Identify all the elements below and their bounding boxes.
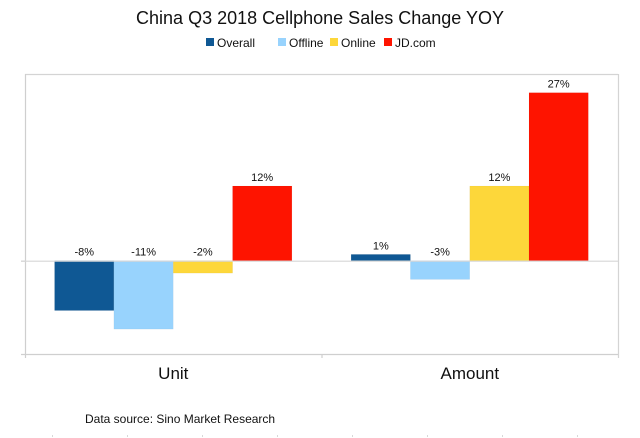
decoration-dot bbox=[202, 435, 203, 437]
data-label: 12% bbox=[488, 172, 510, 184]
bar-overall-amount bbox=[350, 254, 411, 261]
decoration-dot bbox=[127, 435, 128, 437]
data-labels: -8% -11% -2% 12% 1% -3% 12% 27% bbox=[75, 79, 570, 259]
bar-overall-unit bbox=[54, 260, 115, 311]
legend-label: Online bbox=[341, 36, 376, 50]
bottom-decoration-dots bbox=[52, 435, 578, 437]
bars bbox=[54, 92, 589, 330]
data-label: -8% bbox=[75, 247, 95, 259]
bar-offline-unit bbox=[113, 260, 174, 330]
bar-online-unit bbox=[173, 260, 233, 274]
legend-swatch bbox=[278, 38, 286, 46]
legend: Overall Offline Online JD.com bbox=[206, 36, 436, 50]
legend-swatch bbox=[206, 38, 214, 46]
legend-item-online: Online bbox=[330, 36, 376, 50]
legend-swatch bbox=[384, 38, 392, 46]
category-label-amount: Amount bbox=[441, 364, 500, 383]
bar-online-amount bbox=[469, 185, 530, 261]
legend-item-offline: Offline bbox=[278, 36, 324, 50]
data-label: 12% bbox=[251, 172, 273, 184]
decoration-dot bbox=[277, 435, 278, 437]
category-labels: Unit Amount bbox=[158, 364, 499, 383]
legend-item-jd-com: JD.com bbox=[384, 36, 436, 50]
decoration-dot bbox=[577, 435, 578, 437]
decoration-dot bbox=[52, 435, 53, 437]
category-label-unit: Unit bbox=[158, 364, 189, 383]
decoration-dot bbox=[352, 435, 353, 437]
legend-label: JD.com bbox=[395, 36, 436, 50]
bar-jd-com-unit bbox=[232, 185, 293, 261]
decoration-dot bbox=[502, 435, 503, 437]
legend-swatch bbox=[330, 38, 338, 46]
legend-label: Overall bbox=[217, 36, 255, 50]
bar-jd-com-amount bbox=[528, 92, 589, 261]
data-label: 27% bbox=[548, 79, 570, 91]
plot-frame bbox=[24, 73, 620, 358]
data-label: -2% bbox=[193, 247, 213, 259]
source-note: Data source: Sino Market Research bbox=[85, 412, 275, 426]
legend-label: Offline bbox=[289, 36, 324, 50]
data-label: 1% bbox=[373, 240, 389, 252]
data-label: -3% bbox=[430, 247, 450, 259]
x-axis-ticks bbox=[21, 260, 323, 358]
decoration-dot bbox=[427, 435, 428, 437]
legend-item-overall: Overall bbox=[206, 36, 255, 50]
data-label: -11% bbox=[131, 247, 156, 259]
chart-title: China Q3 2018 Cellphone Sales Change YOY bbox=[136, 8, 504, 28]
bar-offline-amount bbox=[410, 260, 470, 280]
